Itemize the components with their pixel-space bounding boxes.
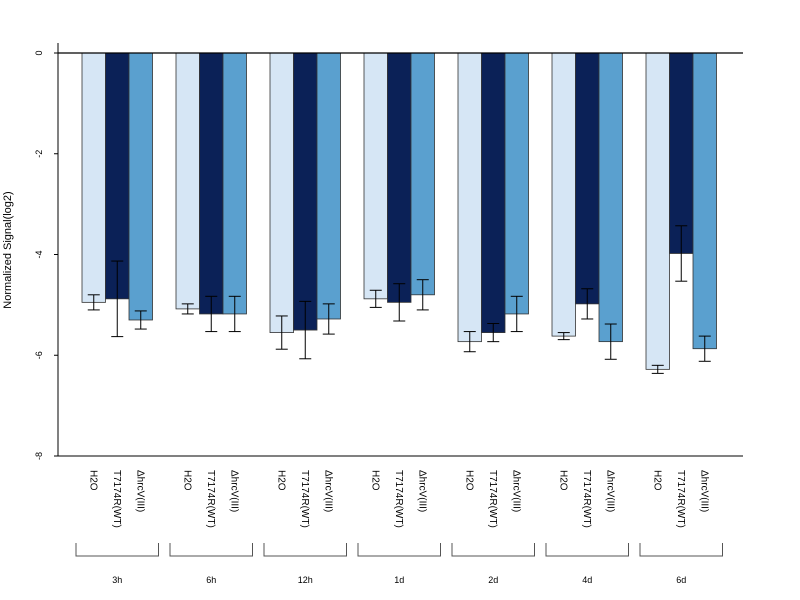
x-labels-group: H2O T7174R(WT) ΔhrcV(III) H2O T7174R(WT) Δhrc… [87, 470, 709, 528]
bars-group [81, 52, 717, 370]
group-bracket [169, 543, 253, 557]
group-brackets: 3h 6h 12h 1d 2d 4d 6d [75, 543, 723, 585]
y-axis-label: Normalized Signal(log2) [2, 191, 14, 308]
bar-label: ΔhrcV(III) [322, 470, 333, 512]
bar-label: H2O [369, 470, 380, 491]
bar [293, 52, 318, 331]
bar [269, 52, 294, 333]
bar-label: H2O [87, 470, 98, 491]
y-tick-label: -6 [34, 351, 44, 359]
bar-label: ΔhrcV(III) [698, 470, 709, 512]
group-label: 4d [582, 575, 592, 585]
group-label: 1d [394, 575, 404, 585]
bar-label: T7174R(WT) [581, 470, 592, 528]
bar [504, 52, 529, 315]
bar [199, 52, 224, 315]
group-label: 3h [112, 575, 122, 585]
bar-label: T7174R(WT) [487, 470, 498, 528]
bar [387, 52, 412, 303]
bar [481, 52, 506, 333]
group-label: 2d [488, 575, 498, 585]
bar-label: ΔhrcV(III) [134, 470, 145, 512]
y-tick-label: -4 [34, 250, 44, 258]
group-bracket [357, 543, 441, 557]
group-bracket [263, 543, 347, 557]
bar-label: ΔhrcV(III) [228, 470, 239, 512]
bar [669, 52, 694, 254]
bar-label: T7174R(WT) [675, 470, 686, 528]
bar [363, 52, 388, 300]
y-axis: 0 -2 -4 -6 -8 [34, 43, 59, 460]
bar [316, 52, 341, 320]
error-bars-group [87, 225, 711, 374]
bar-label: T7174R(WT) [299, 470, 310, 528]
bar [575, 52, 600, 305]
bar-label: H2O [651, 470, 662, 491]
bar [128, 52, 153, 321]
y-tick-label: 0 [34, 50, 44, 55]
bar [645, 52, 670, 370]
bar [598, 52, 623, 343]
bar-label: ΔhrcV(III) [416, 470, 427, 512]
group-label: 6d [676, 575, 686, 585]
bar-label: ΔhrcV(III) [604, 470, 615, 512]
bar-label: T7174R(WT) [111, 470, 122, 528]
bar-label: T7174R(WT) [393, 470, 404, 528]
bar [551, 52, 576, 337]
bar [692, 52, 717, 350]
bar [175, 52, 200, 310]
bar-label: H2O [275, 470, 286, 491]
bar [410, 52, 435, 296]
bar-label: T7174R(WT) [205, 470, 216, 528]
y-tick-label: -2 [34, 150, 44, 158]
group-bracket [451, 543, 535, 557]
group-bracket [639, 543, 723, 557]
bar-label: H2O [181, 470, 192, 491]
bar-label: H2O [557, 470, 568, 491]
group-label: 6h [206, 575, 216, 585]
bar [81, 52, 106, 303]
group-bracket [545, 543, 629, 557]
group-bracket [75, 543, 159, 557]
y-tick-label: -8 [34, 452, 44, 460]
group-label: 12h [298, 575, 313, 585]
bar-label: H2O [463, 470, 474, 491]
bar [457, 52, 482, 343]
bar [222, 52, 247, 315]
bar-label: ΔhrcV(III) [510, 470, 521, 512]
